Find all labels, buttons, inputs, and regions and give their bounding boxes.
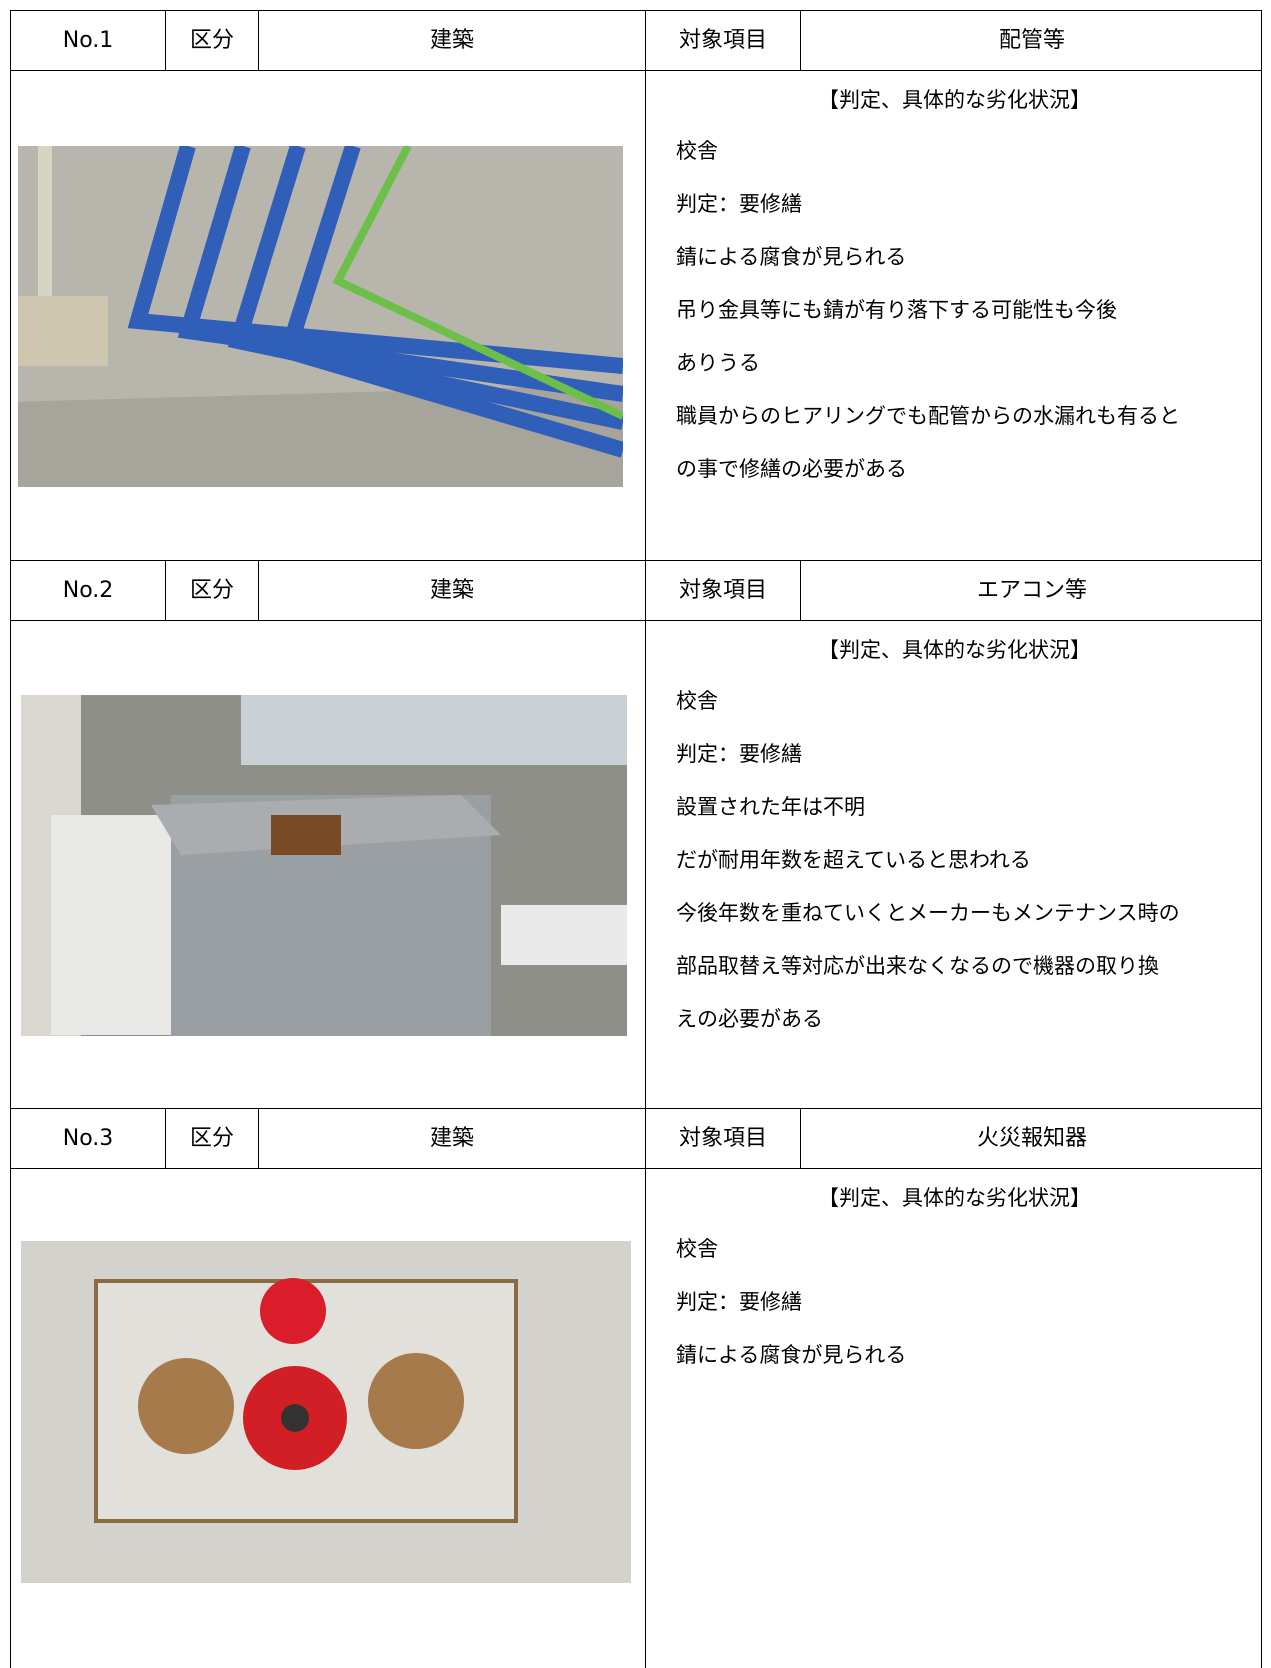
header-cell: 区分	[166, 11, 259, 70]
header-cell: エアコン等	[976, 578, 1087, 603]
header-cell: 対象項目	[646, 11, 801, 70]
record: No.2 区分 建築 対象項目 エアコン等【判定、具体的な劣化状況】校舎判定：要修繕設置…	[10, 560, 1262, 1108]
record-body: 【判定、具体的な劣化状況】校舎判定：要修繕錆による腐食が見られる吊り金具等にも錆…	[10, 70, 1262, 560]
finding-line: 部品取替え等対応が出来なくなるので機器の取り換	[676, 954, 1159, 978]
finding-line: 職員からのヒアリングでも配管からの水漏れも有ると	[676, 404, 1180, 428]
finding-line: えの必要がある	[676, 1007, 823, 1031]
record-body: 【判定、具体的な劣化状況】校舎判定：要修繕錆による腐食が見られる	[10, 1168, 1262, 1668]
record: No.1 区分 建築 対象項目 配管等【判定、具体的な劣化状況】校舎判定：要修繕錆による…	[10, 10, 1262, 560]
header-cell: No.3	[11, 1109, 166, 1168]
header-cell: 区分	[166, 1109, 259, 1168]
photo	[18, 146, 623, 487]
section-heading: 【判定、具体的な劣化状況】	[818, 88, 1091, 112]
record: No.3 区分 建築 対象項目 火災報知器【判定、具体的な劣化状況】校舎判定：要修繕錆に…	[10, 1108, 1262, 1668]
header-row: No.3 区分 建築 対象項目 火災報知器	[10, 1108, 1262, 1169]
finding-line: だが耐用年数を超えていると思われる	[676, 848, 1031, 872]
finding-line: 錆による腐食が見られる	[676, 1343, 907, 1367]
column-divider	[645, 70, 646, 560]
header-cell: 区分	[166, 561, 259, 620]
finding-line: 吊り金具等にも錆が有り落下する可能性も今後	[676, 298, 1117, 322]
finding-line: 校舎	[676, 689, 718, 713]
header-cell: 対象項目	[646, 1109, 801, 1168]
header-cell: No.2	[11, 561, 166, 620]
finding-line: 今後年数を重ねていくとメーカーもメンテナンス時の	[676, 901, 1180, 925]
finding-line: 判定：要修繕	[676, 742, 802, 766]
photo	[21, 1241, 631, 1583]
finding-line: 設置された年は不明	[676, 795, 865, 819]
header-cell: 対象項目	[646, 561, 801, 620]
column-divider	[645, 1168, 646, 1668]
header-row: No.2 区分 建築 対象項目 エアコン等	[10, 560, 1262, 621]
finding-line: 錆による腐食が見られる	[676, 245, 907, 269]
finding-line: ありうる	[676, 351, 760, 375]
finding-line: の事で修繕の必要がある	[676, 457, 907, 481]
section-heading: 【判定、具体的な劣化状況】	[818, 638, 1091, 662]
header-cell: 火災報知器	[976, 1126, 1087, 1151]
header-cell: 建築	[259, 1109, 646, 1168]
record-body: 【判定、具体的な劣化状況】校舎判定：要修繕設置された年は不明だが耐用年数を超えて…	[10, 620, 1262, 1108]
finding-line: 校舎	[676, 139, 718, 163]
finding-line: 判定：要修繕	[676, 1290, 802, 1314]
column-divider	[645, 620, 646, 1108]
photo	[21, 695, 627, 1036]
finding-line: 校舎	[676, 1237, 718, 1261]
section-heading: 【判定、具体的な劣化状況】	[818, 1186, 1091, 1210]
header-cell: 建築	[259, 11, 646, 70]
finding-line: 判定：要修繕	[676, 192, 802, 216]
header-cell: 建築	[259, 561, 646, 620]
header-row: No.1 区分 建築 対象項目 配管等	[10, 10, 1262, 71]
header-cell: No.1	[11, 11, 166, 70]
header-cell: 配管等	[998, 28, 1065, 53]
